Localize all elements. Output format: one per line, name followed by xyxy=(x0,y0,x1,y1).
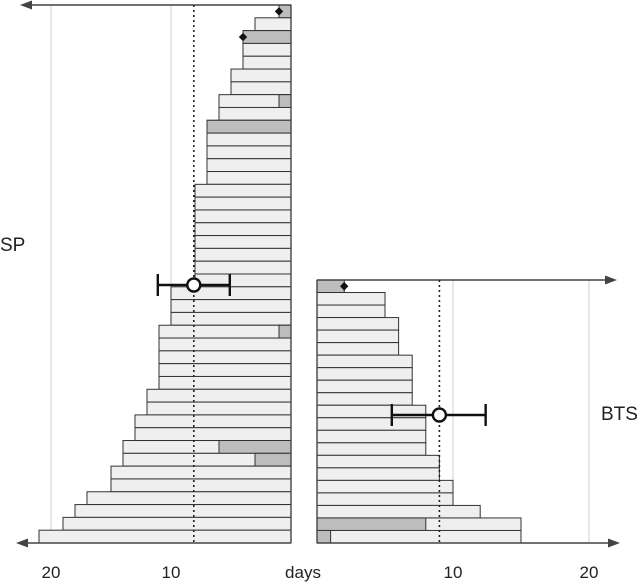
sp-bar xyxy=(146,401,292,416)
x-tick-label-left-20: 20 xyxy=(42,563,61,582)
sp-bar xyxy=(206,158,292,173)
x-tick-label-left-10: 10 xyxy=(162,563,181,582)
sp-bar xyxy=(110,478,292,493)
sp-bar xyxy=(158,375,292,390)
sp-bar-shaded-segment xyxy=(254,452,292,467)
bts-bar xyxy=(316,429,427,444)
sp-bar xyxy=(86,491,292,506)
sp-bar-shaded-segment xyxy=(206,119,292,134)
bottom-axis-arrowhead-left xyxy=(16,538,28,548)
sp-bar xyxy=(134,414,292,429)
sp-bar xyxy=(110,465,292,480)
sp-bar xyxy=(194,235,292,249)
bts-bar xyxy=(316,304,386,319)
sp-bar xyxy=(230,81,292,96)
sp-bar xyxy=(242,55,292,70)
sp-bar xyxy=(194,196,292,211)
bts-bar-shaded-segment xyxy=(316,529,332,544)
sp-bar xyxy=(194,222,292,237)
sp-bar xyxy=(206,171,292,185)
bts-bar xyxy=(316,317,400,331)
sp-event-marker xyxy=(274,7,284,16)
x-tick-label-right-20: 20 xyxy=(580,563,599,582)
sp-bar xyxy=(134,427,292,442)
sp-bar xyxy=(206,132,292,147)
sp-bar-shaded-segment xyxy=(242,30,292,44)
bts-bar xyxy=(316,504,481,519)
bts-bar xyxy=(316,492,454,506)
sp-bar xyxy=(158,350,292,365)
sp-bar xyxy=(74,504,292,518)
sp-event-marker xyxy=(238,32,248,42)
x-axis-unit-label: days xyxy=(285,563,321,582)
bts-bar xyxy=(316,354,413,369)
sp-bar-shaded-segment xyxy=(278,94,292,108)
sp-bar xyxy=(194,247,292,262)
bts-panel-label: BTS xyxy=(601,404,638,425)
bts-bar xyxy=(316,392,413,406)
sp-bar xyxy=(194,183,292,198)
sp-bar xyxy=(158,337,292,352)
bts-bar xyxy=(316,442,427,456)
sp-bar xyxy=(254,17,292,32)
sp-bar xyxy=(194,209,292,224)
x-tick-label-right-10: 10 xyxy=(444,563,463,582)
sp-axis-arrowhead xyxy=(20,0,32,10)
sp-bar-shaded-segment xyxy=(278,324,292,339)
sp-bar xyxy=(194,260,292,275)
bts-bar xyxy=(316,467,440,481)
sp-bar xyxy=(230,68,292,83)
bts-bar xyxy=(316,379,413,394)
sp-bar xyxy=(158,324,292,339)
bars xyxy=(38,4,522,544)
sp-bar xyxy=(206,145,292,160)
sp-bar xyxy=(158,363,292,377)
sp-bar xyxy=(38,529,292,544)
bts-mean-point xyxy=(431,407,448,423)
bts-bar xyxy=(316,342,400,356)
bts-bar xyxy=(316,292,386,306)
overlays xyxy=(16,0,620,548)
sp-bar xyxy=(170,299,292,313)
bts-bar xyxy=(316,417,427,431)
sp-panel-label: SP xyxy=(0,235,25,256)
bts-bar xyxy=(316,529,522,544)
bts-bar-shaded-segment xyxy=(316,517,427,531)
sp-mean-point xyxy=(186,277,202,293)
sp-bar xyxy=(218,106,292,121)
sp-bar xyxy=(146,388,292,403)
sp-bar xyxy=(170,311,292,326)
bts-bar xyxy=(316,454,440,469)
bts-axis-arrowhead xyxy=(605,275,617,285)
sp-bar xyxy=(242,42,292,57)
bottom-axis-arrowhead-right xyxy=(608,538,620,548)
bts-bar xyxy=(316,329,400,344)
bts-bar xyxy=(316,479,454,494)
sp-bar xyxy=(62,516,292,531)
sp-bar-shaded-segment xyxy=(218,440,292,454)
bts-event-marker xyxy=(340,282,349,291)
bts-bar xyxy=(316,367,413,381)
